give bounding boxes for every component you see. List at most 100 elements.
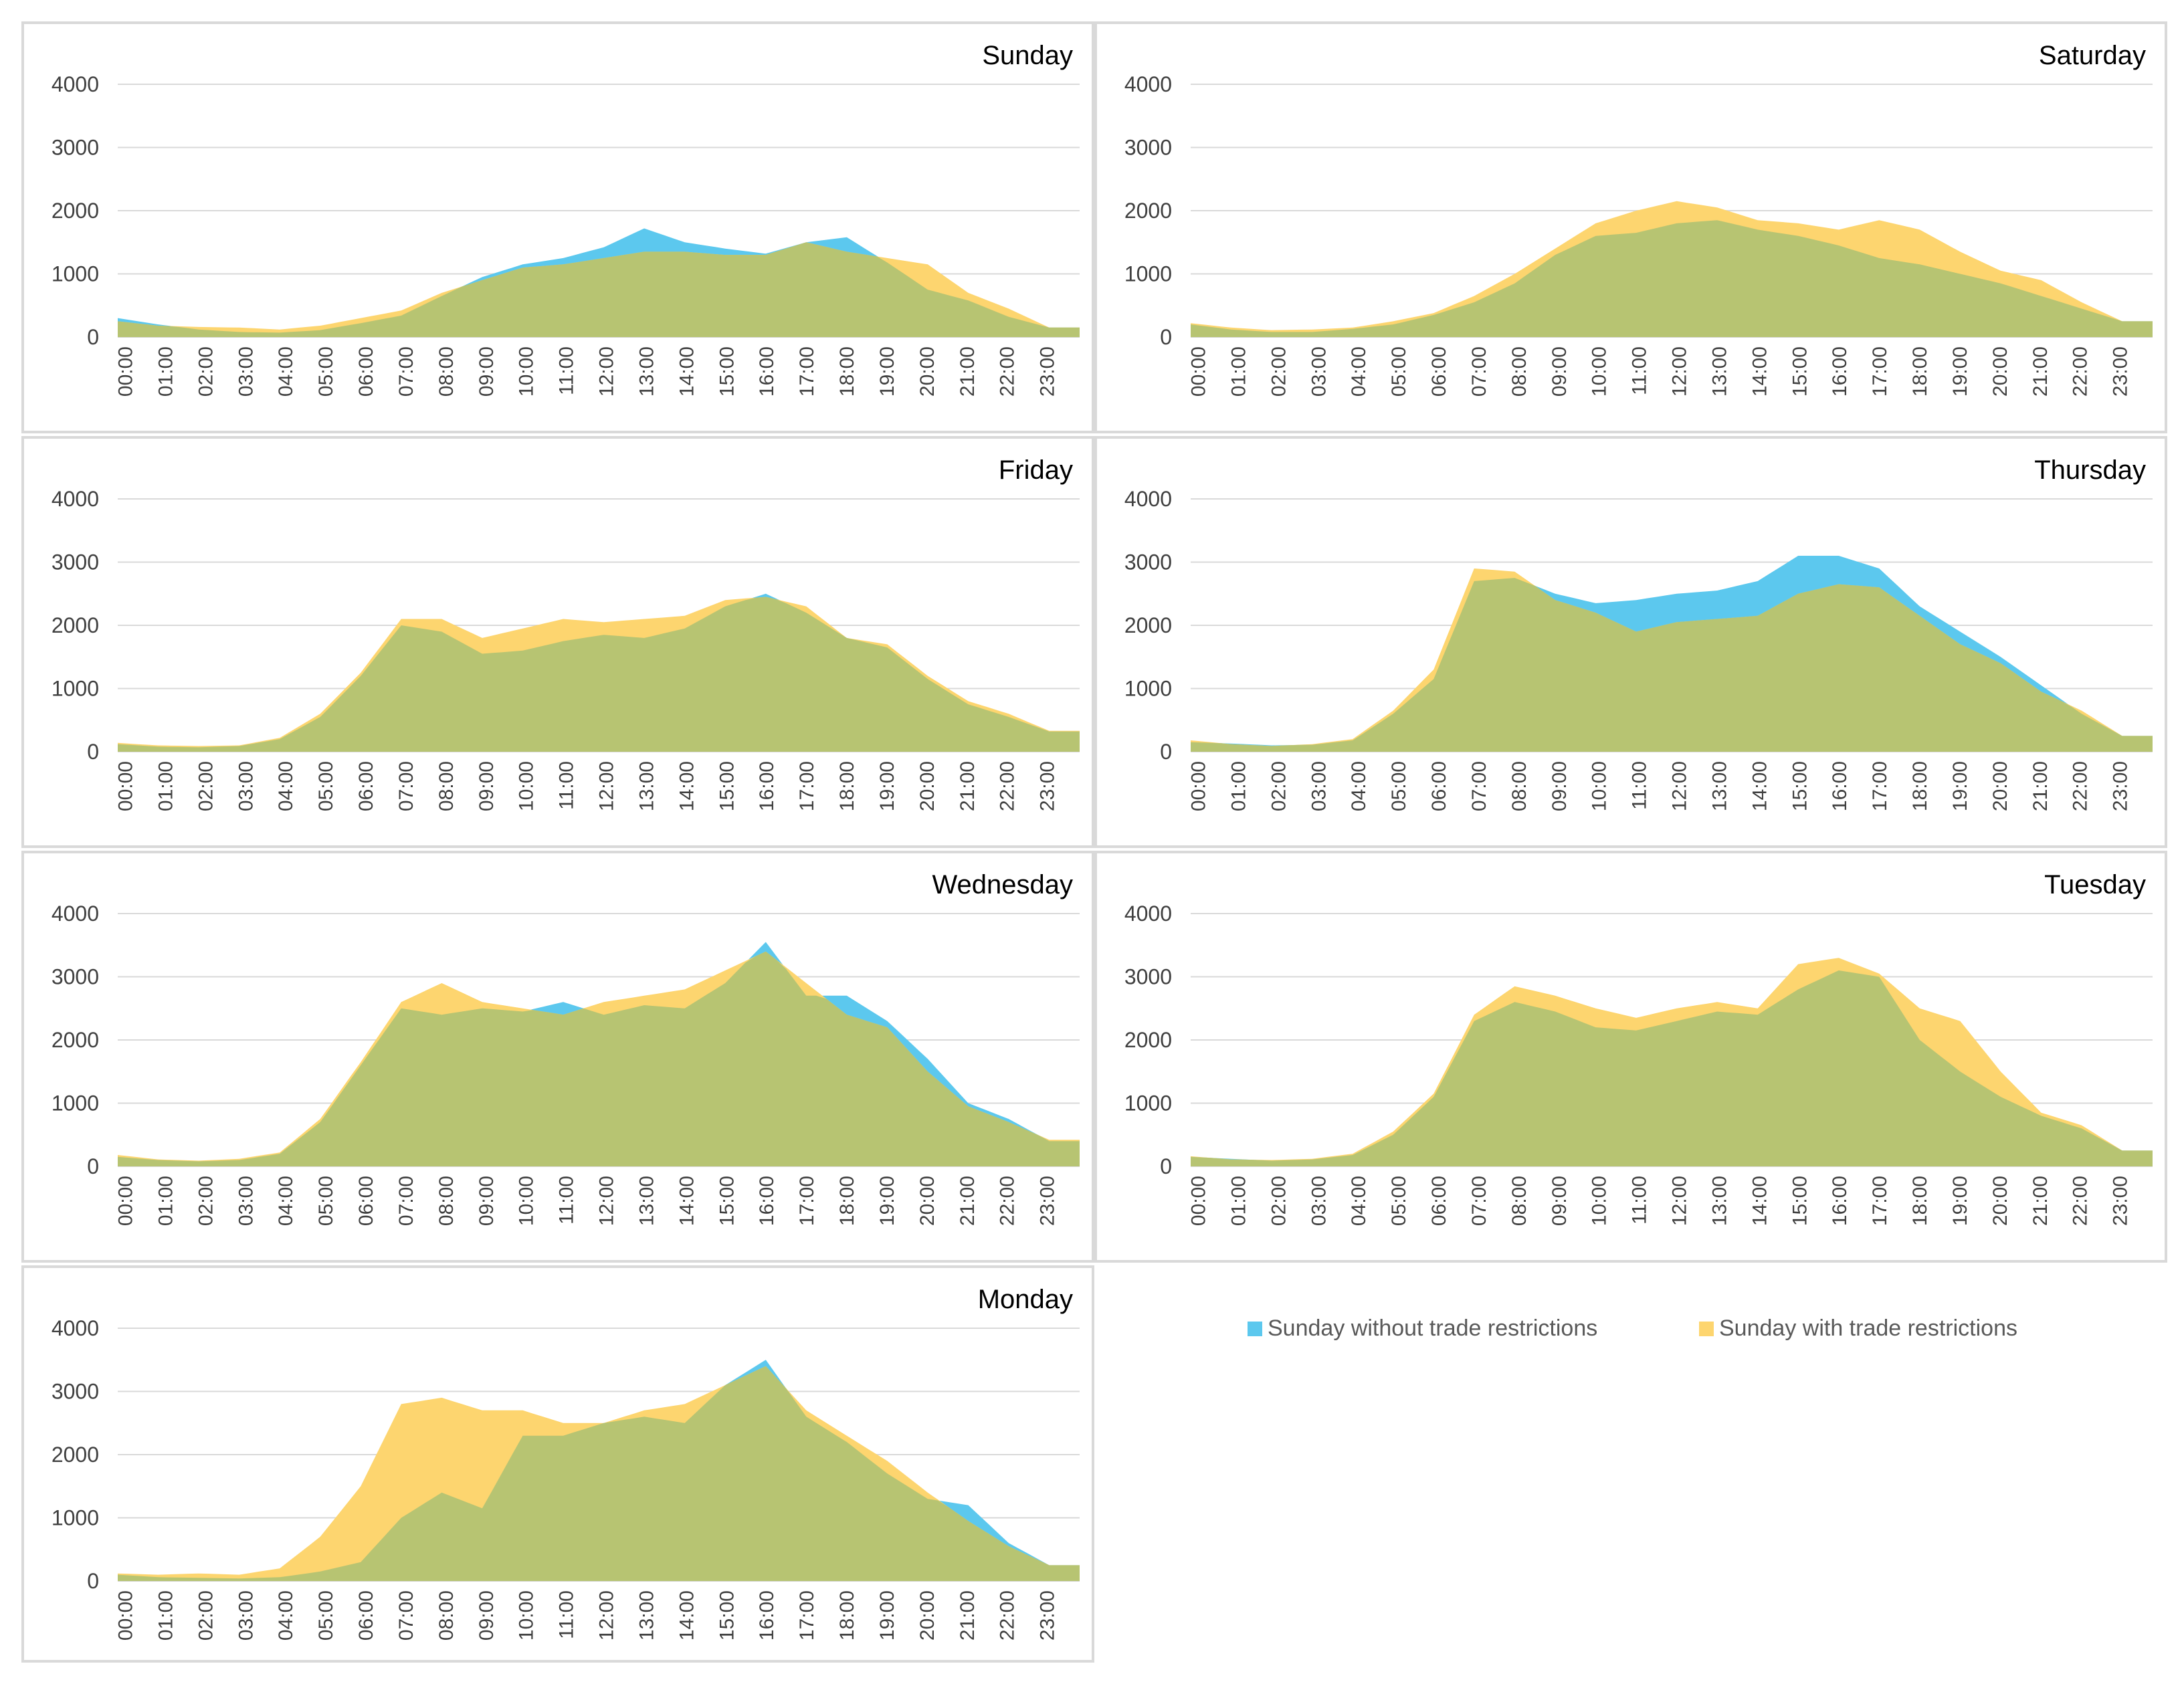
x-tick-label: 18:00 (836, 761, 858, 811)
chart-panel-friday: 0 1000 2000 3000 4000 00:00 01:00 02:00 03:00 04:… (21, 436, 1094, 848)
y-tick-label: 1000 (1124, 1091, 1172, 1116)
x-tick-label: 15:00 (1789, 1176, 1811, 1226)
y-tick-label: 1000 (52, 1091, 99, 1116)
y-tick-label: 3000 (1124, 136, 1172, 160)
y-tick-label: 0 (87, 1154, 99, 1178)
x-tick-label: 22:00 (997, 761, 1019, 811)
x-tick-label: 05:00 (315, 346, 337, 397)
y-tick-label: 1000 (52, 1506, 99, 1530)
x-tick-label: 01:00 (155, 1176, 177, 1226)
x-tick-label: 13:00 (635, 346, 658, 397)
x-tick-label: 00:00 (1188, 346, 1210, 397)
y-tick-label: 2000 (52, 199, 99, 223)
x-tick-label: 18:00 (836, 1590, 858, 1641)
chart-panels: 0 1000 2000 3000 4000 00:00 01:00 02:00 03:00 04:… (21, 21, 2167, 1663)
x-tick-label: 15:00 (716, 1176, 738, 1226)
x-tick-label: 17:00 (796, 1590, 818, 1641)
x-tick-label: 16:00 (756, 761, 778, 811)
x-tick-label: 15:00 (716, 346, 738, 397)
x-tick-label: 07:00 (395, 1176, 417, 1226)
x-tick-label: 21:00 (2029, 346, 2052, 397)
x-tick-label: 16:00 (1829, 346, 1851, 397)
x-tick-label: 19:00 (876, 1176, 898, 1226)
x-tick-label: 02:00 (1268, 1176, 1290, 1226)
x-tick-label: 06:00 (1428, 346, 1450, 397)
x-tick-label: 22:00 (997, 346, 1019, 397)
x-tick-label: 08:00 (435, 1590, 458, 1641)
x-tick-label: 19:00 (1949, 1176, 1971, 1226)
x-tick-label: 15:00 (716, 1590, 738, 1641)
x-tick-label: 13:00 (635, 1176, 658, 1226)
x-tick-label: 11:00 (556, 346, 578, 395)
x-tick-label: 16:00 (756, 346, 778, 397)
x-tick-label: 00:00 (115, 346, 137, 397)
x-tick-label: 19:00 (1949, 346, 1971, 397)
area-series-overlap (118, 597, 1080, 752)
x-tick-label: 21:00 (2029, 1176, 2052, 1226)
y-tick-label: 1000 (52, 262, 99, 286)
chart-panel-sunday: 0 1000 2000 3000 4000 00:00 01:00 02:00 03:00 04:… (21, 21, 1094, 433)
x-tick-label: 11:00 (556, 761, 578, 810)
x-tick-label: 07:00 (1468, 346, 1490, 397)
x-tick-label: 21:00 (2029, 761, 2052, 811)
x-tick-label: 02:00 (1268, 761, 1290, 811)
x-tick-label: 21:00 (957, 1176, 979, 1226)
x-tick-label: 22:00 (997, 1590, 1019, 1641)
x-tick-label: 07:00 (395, 761, 417, 811)
x-tick-label: 09:00 (476, 346, 498, 397)
x-tick-label: 00:00 (1188, 761, 1210, 811)
x-tick-label: 16:00 (756, 1590, 778, 1641)
area-series-overlap (1191, 220, 2153, 337)
panel-title: Friday (999, 455, 1073, 485)
x-tick-label: 10:00 (516, 1176, 538, 1226)
x-tick-label: 08:00 (1508, 346, 1530, 397)
x-tick-label: 11:00 (556, 1590, 578, 1639)
x-tick-label: 16:00 (1829, 761, 1851, 811)
x-tick-label: 20:00 (1989, 761, 2011, 811)
x-tick-label: 02:00 (195, 1176, 217, 1226)
x-tick-label: 17:00 (796, 1176, 818, 1226)
x-tick-label: 10:00 (1589, 1176, 1611, 1226)
x-tick-label: 20:00 (916, 346, 938, 397)
panel-title: Monday (978, 1285, 1073, 1314)
x-tick-label: 17:00 (796, 346, 818, 397)
x-tick-label: 08:00 (435, 761, 458, 811)
x-tick-label: 06:00 (355, 1590, 377, 1641)
x-tick-label: 03:00 (235, 1590, 257, 1641)
x-tick-label: 07:00 (1468, 1176, 1490, 1226)
y-tick-label: 0 (1160, 325, 1172, 349)
chart-panel-tuesday: 0 1000 2000 3000 4000 00:00 01:00 02:00 03:00 04:… (1094, 851, 2167, 1263)
x-tick-label: 10:00 (516, 346, 538, 397)
x-tick-label: 05:00 (315, 1176, 337, 1226)
panel-frame (21, 21, 1094, 433)
area-series-overlap (1191, 970, 2153, 1166)
y-tick-label: 2000 (52, 613, 99, 637)
x-tick-label: 06:00 (355, 346, 377, 397)
x-tick-label: 19:00 (876, 761, 898, 811)
x-tick-label: 14:00 (676, 1590, 698, 1641)
y-tick-label: 2000 (52, 1028, 99, 1052)
x-tick-label: 13:00 (635, 1590, 658, 1641)
panel-title: Wednesday (932, 870, 1073, 900)
x-tick-label: 19:00 (1949, 761, 1971, 811)
x-tick-label: 16:00 (1829, 1176, 1851, 1226)
y-tick-label: 1000 (52, 677, 99, 701)
y-tick-label: 3000 (52, 550, 99, 574)
x-tick-label: 05:00 (1388, 761, 1410, 811)
y-tick-label: 3000 (52, 136, 99, 160)
x-tick-label: 12:00 (1669, 1176, 1691, 1226)
y-tick-label: 4000 (52, 487, 99, 511)
legend: Sunday without trade restrictions Sunday… (1248, 1316, 2017, 1341)
x-tick-label: 09:00 (1549, 1176, 1571, 1226)
y-tick-label: 3000 (52, 965, 99, 989)
area-series-overlap (118, 1366, 1080, 1581)
x-tick-label: 13:00 (1708, 761, 1730, 811)
x-tick-label: 04:00 (275, 761, 297, 811)
x-tick-label: 00:00 (1188, 1176, 1210, 1226)
x-tick-label: 09:00 (1549, 761, 1571, 811)
x-tick-label: 23:00 (2110, 1176, 2132, 1226)
chart-panel-thursday: 0 1000 2000 3000 4000 00:00 01:00 02:00 03:00 04:… (1094, 436, 2167, 848)
x-tick-label: 07:00 (395, 346, 417, 397)
x-tick-label: 20:00 (916, 1590, 938, 1641)
